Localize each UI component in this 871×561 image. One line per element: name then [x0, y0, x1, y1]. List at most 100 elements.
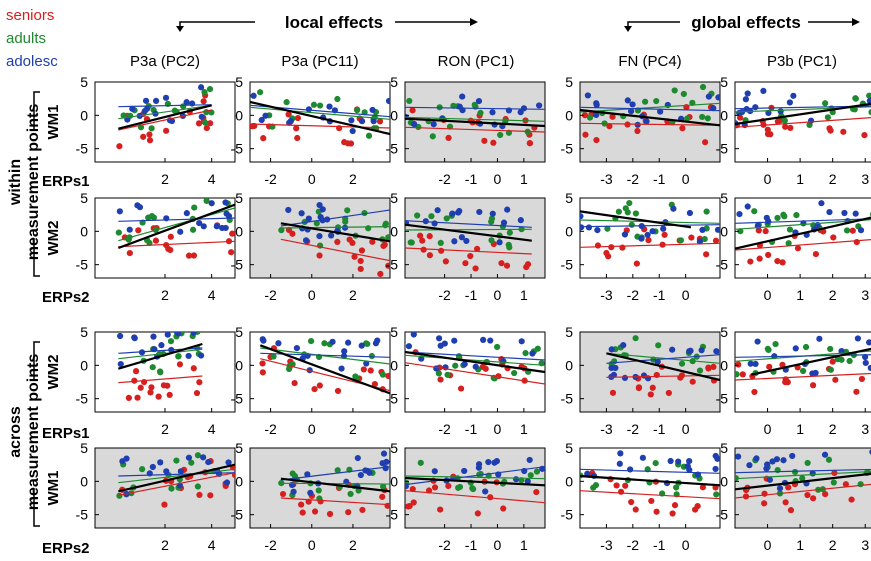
seniors-point [794, 245, 802, 252]
adults-point [677, 237, 685, 244]
seniors-point [426, 252, 433, 259]
seniors-point [653, 371, 660, 379]
adolesc-point [363, 360, 370, 367]
seniors-point [810, 382, 817, 389]
seniors-point [134, 394, 141, 401]
seniors-point [163, 127, 170, 134]
x-tick-label: 0 [764, 171, 772, 187]
adolesc-point [436, 335, 443, 342]
adolesc-point [713, 348, 720, 355]
x-tick-label: 3 [861, 421, 869, 437]
adults-point [827, 345, 834, 353]
adolesc-point [385, 97, 390, 105]
seniors-point [490, 139, 497, 146]
adolesc-point [621, 374, 629, 382]
adults-point [379, 371, 387, 378]
adults-point [354, 107, 361, 114]
y-tick-label: 5 [235, 74, 243, 90]
x-tick-label: -1 [465, 421, 478, 437]
adolesc-point [152, 97, 160, 104]
seniors-point [438, 247, 445, 254]
x-tick-label: 3 [861, 171, 869, 187]
seniors-point [334, 387, 342, 395]
x-tick-label: -1 [653, 421, 666, 437]
seniors-point [344, 140, 351, 147]
adolesc-point [789, 452, 796, 460]
adolesc-point [366, 469, 373, 476]
adults-point [804, 459, 811, 467]
seniors-point [665, 389, 672, 397]
x-tick-label: -1 [465, 537, 478, 553]
adolesc-point [675, 458, 682, 465]
adolesc-point [809, 370, 816, 377]
adolesc-point [512, 476, 520, 483]
adolesc-point [524, 478, 531, 485]
seniors-point [735, 361, 742, 368]
adolesc-point [293, 344, 301, 352]
adolesc-fit-line [606, 354, 720, 364]
adolesc-point [116, 208, 123, 215]
x-tick-label: -2 [264, 537, 277, 553]
seniors-point [787, 507, 795, 514]
row-group-across: across measurement points [7, 341, 42, 527]
y-tick-label: 5 [390, 74, 398, 90]
adults-fit-line [405, 228, 532, 231]
y-tick-label: -5 [386, 141, 399, 157]
seniors-point [739, 371, 746, 378]
seniors-point [858, 375, 866, 383]
adolesc-point [629, 101, 636, 108]
adolesc-point [185, 352, 192, 360]
seniors-fit-line [118, 109, 212, 131]
seniors-fit-line [580, 490, 720, 500]
seniors-point [634, 127, 641, 135]
adolesc-point [480, 336, 487, 343]
y-tick-label: 5 [235, 190, 243, 206]
seniors-point [487, 494, 494, 501]
y-tick-label: 5 [565, 74, 573, 90]
adolesc-point [790, 92, 797, 99]
seniors-point [782, 499, 789, 506]
scatter-panels: 5 0 -5 2 4 5 0 -5 -2 0 2 5 0 -5 -2 -1 0 1 5 0 -5 -3 -2 -1 0 5 0 -5 0… [76, 74, 871, 553]
panel-frame [94, 81, 236, 163]
seniors-point [193, 389, 201, 397]
adults-point [494, 343, 501, 351]
adolesc-point [777, 108, 784, 115]
adolesc-point [643, 118, 650, 125]
adults-point [857, 481, 864, 488]
seniors-point [474, 510, 481, 517]
panel-frame [94, 197, 236, 279]
panel-r3-c4: 5 0 -5 -3 -2 -1 0 [561, 324, 721, 437]
seniors-fit-line [580, 122, 720, 126]
adults-point [772, 340, 779, 348]
adults-point [256, 89, 264, 96]
column-title-4: FN (PC4) [618, 53, 681, 70]
seniors-point [472, 265, 479, 272]
overall-fit-line [118, 463, 235, 493]
seniors-point [357, 265, 364, 273]
x-tick-label: -1 [653, 287, 666, 303]
x-tick-label: -3 [600, 537, 613, 553]
y-tick-label: -5 [76, 257, 89, 273]
adolesc-point [431, 220, 438, 227]
adolesc-point [183, 99, 190, 106]
adults-point [632, 210, 639, 217]
adolesc-point [455, 209, 462, 216]
adults-point [429, 133, 436, 140]
adolesc-point [744, 203, 751, 210]
seniors-point [195, 120, 203, 127]
adolesc-point [608, 346, 615, 353]
adults-fit-line [606, 352, 720, 364]
seniors-point [688, 234, 695, 241]
seniors-point [840, 128, 847, 135]
adolesc-point [608, 364, 615, 372]
overall-fit-line [405, 117, 545, 128]
seniors-point [311, 508, 319, 515]
adolesc-point [867, 364, 871, 372]
x-tick-label: 0 [308, 287, 316, 303]
adolesc-point [358, 342, 365, 349]
seniors-point [761, 490, 768, 497]
row-group-within: within measurement points [7, 91, 42, 277]
adolesc-point [369, 106, 376, 114]
seniors-point [779, 361, 786, 368]
adolesc-point [714, 226, 720, 233]
